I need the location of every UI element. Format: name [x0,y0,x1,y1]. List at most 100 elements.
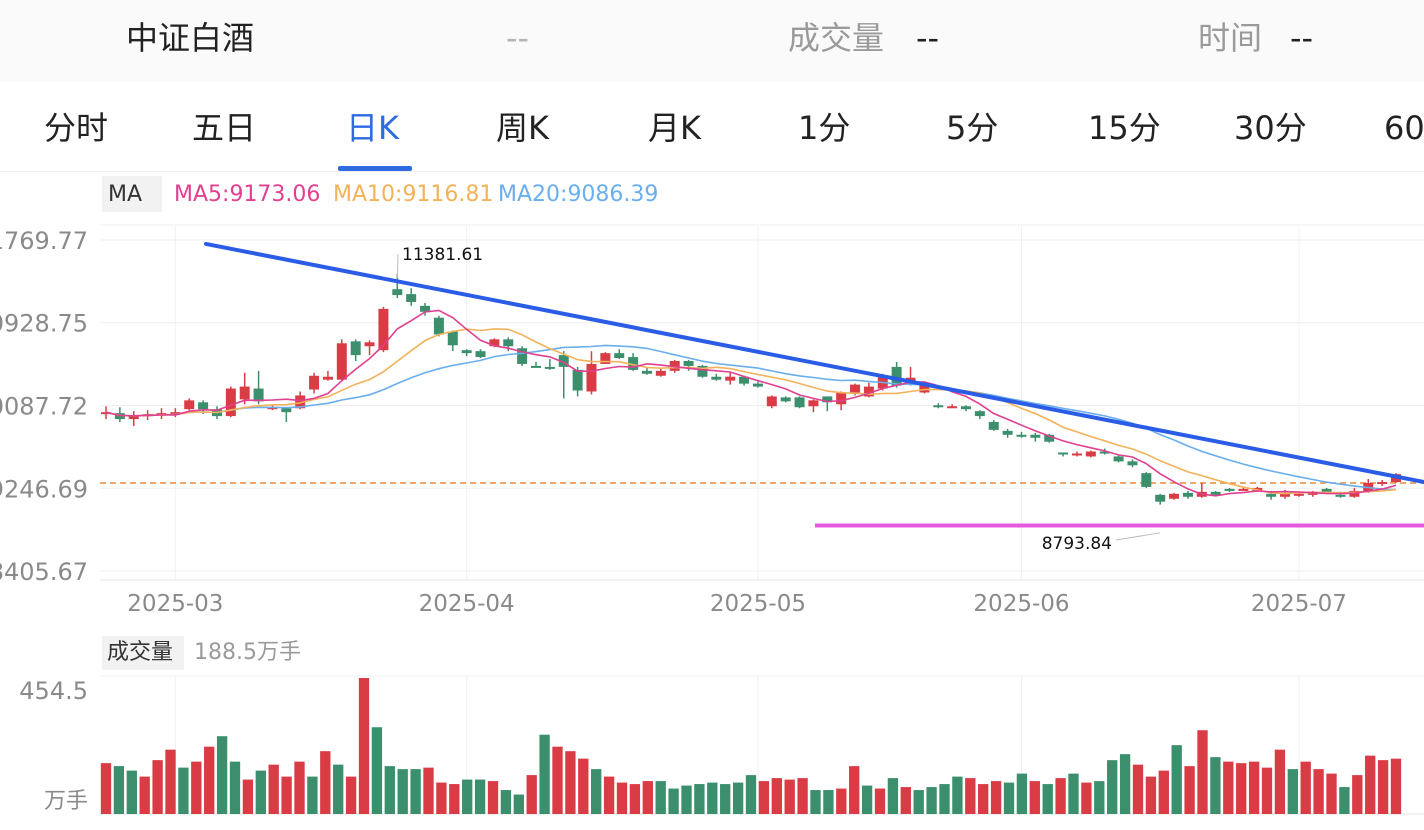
candle-body [489,339,500,347]
tab-15min[interactable]: 15分 [1088,109,1161,147]
volume-bar [474,779,486,814]
tab-daily-k[interactable]: 日K [346,109,399,147]
volume-bar [707,782,718,814]
tab-intraday[interactable]: 分时 [44,109,109,147]
active-tab-indicator [338,166,412,171]
y-tick-label: 1769.77 [0,227,88,255]
tab-60min[interactable]: 60 [1384,109,1424,147]
volume-bar [552,746,563,814]
volume-bar [1210,757,1221,814]
candle-body [1044,434,1055,442]
volume-bar [294,761,305,814]
candle-body [1182,492,1193,497]
tab-monthly-k[interactable]: 月K [648,109,701,147]
volume-bar [1081,782,1092,814]
volume-bar [1107,760,1118,814]
volume-bar [823,790,834,814]
volume-bar [1365,755,1376,814]
ma5-line [105,309,1397,497]
candle-body [1224,488,1235,491]
volume-bar [1145,776,1157,814]
volume-bar [1055,778,1066,814]
candle-body [531,365,541,368]
period-tabs: 分时 五日 日K 周K 月K 1分 5分 15分 30分 60 [0,82,1424,172]
candle-body [1099,451,1110,454]
volume-bar [732,782,744,814]
ma-label[interactable]: MA [108,182,143,207]
volume-bar [1042,784,1053,814]
tab-weekly-k[interactable]: 周K [496,109,549,147]
candle-body [683,360,694,366]
volume-indicator-box[interactable] [102,636,184,670]
tab-30min[interactable]: 30分 [1234,109,1307,147]
volume-bar [1029,781,1040,814]
volume-bar [629,784,641,814]
candle-body [808,400,819,407]
tab-five-day[interactable]: 五日 [192,109,257,147]
tabs-divider [0,171,1424,172]
candle-body [1058,452,1069,455]
candle-body [184,400,195,410]
volume-panel-label[interactable]: 成交量 [107,640,174,665]
volume-bar [694,784,705,814]
candle-body [628,357,639,370]
time-label: 时间 [1198,19,1263,57]
volume-bar [745,775,757,814]
volume-bar [242,779,254,814]
volume-bar [642,781,653,814]
candle-body [974,411,985,417]
candle-body [295,395,306,409]
candle-body [1002,430,1013,435]
volume-bar [1158,770,1169,814]
candle-body [766,396,777,407]
volume-bar [978,784,989,814]
volume-bar [758,781,770,814]
tab-1min[interactable]: 1分 [798,109,851,147]
volume-bar [165,749,176,814]
ma20-line [105,344,1397,491]
volume-bar [578,758,589,814]
volume-bar [229,761,241,814]
candle-body [794,397,805,408]
volume-bar [139,776,150,814]
tab-5min[interactable]: 5分 [946,109,999,147]
candle-body [392,289,403,296]
candle-body [739,376,750,384]
candle-body [475,351,486,358]
volume-value: -- [916,19,940,57]
candle-body [586,363,597,392]
volume-bar [178,767,189,814]
volume-bar [1223,761,1234,814]
candle-body [1085,451,1096,457]
volume-bar [668,788,679,814]
volume-bar [810,790,821,814]
candle-body [128,416,139,420]
candle-body [961,406,971,410]
candle-body [239,386,250,400]
volume-bar [333,764,344,814]
candle-body [309,375,320,390]
candle-body [322,376,333,380]
candle-body [267,407,278,410]
volume-bar [965,778,976,814]
volume-bar [1300,761,1311,814]
ma-indicator-box[interactable] [102,176,162,212]
volume-bar [565,751,576,814]
volume-bar [849,766,860,814]
index-name: 中证白酒 [126,19,255,57]
high-annotation-label: 11381.61 [402,245,483,265]
low-annotation-label: 8793.84 [1042,534,1112,554]
candle-body [1266,493,1277,497]
volume-bar [990,781,1002,814]
candle-body [836,392,847,405]
volume-bar [410,769,421,814]
volume-bar [436,782,447,814]
y-tick-label: 8405.67 [0,558,88,586]
candle-body [503,339,514,347]
candle-body [461,350,472,354]
volume-bar [152,760,163,814]
candle-body [1127,461,1138,466]
candle-body [850,384,861,393]
volume-bar [1352,775,1363,814]
